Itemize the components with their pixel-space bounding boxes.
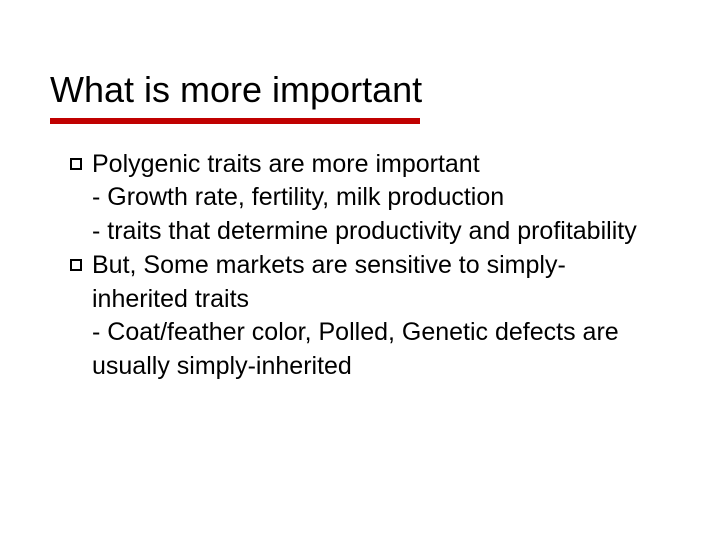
slide: What is more important Polygenic traits … [0, 0, 720, 540]
bullet-text: But, Some markets are sensitive to simpl… [92, 249, 660, 317]
bullet-marker-icon [70, 158, 82, 170]
bullet-item: But, Some markets are sensitive to simpl… [70, 249, 660, 317]
slide-body: Polygenic traits are more important - Gr… [50, 148, 670, 384]
slide-title: What is more important [50, 70, 670, 110]
bullet-subline: - traits that determine productivity and… [70, 215, 660, 249]
bullet-subline: - Coat/feather color, Polled, Genetic de… [70, 316, 660, 384]
bullet-marker-icon [70, 259, 82, 271]
bullet-subline: - Growth rate, fertility, milk productio… [70, 181, 660, 215]
bullet-text: Polygenic traits are more important [92, 148, 660, 182]
title-underline [50, 118, 420, 124]
bullet-item: Polygenic traits are more important [70, 148, 660, 182]
